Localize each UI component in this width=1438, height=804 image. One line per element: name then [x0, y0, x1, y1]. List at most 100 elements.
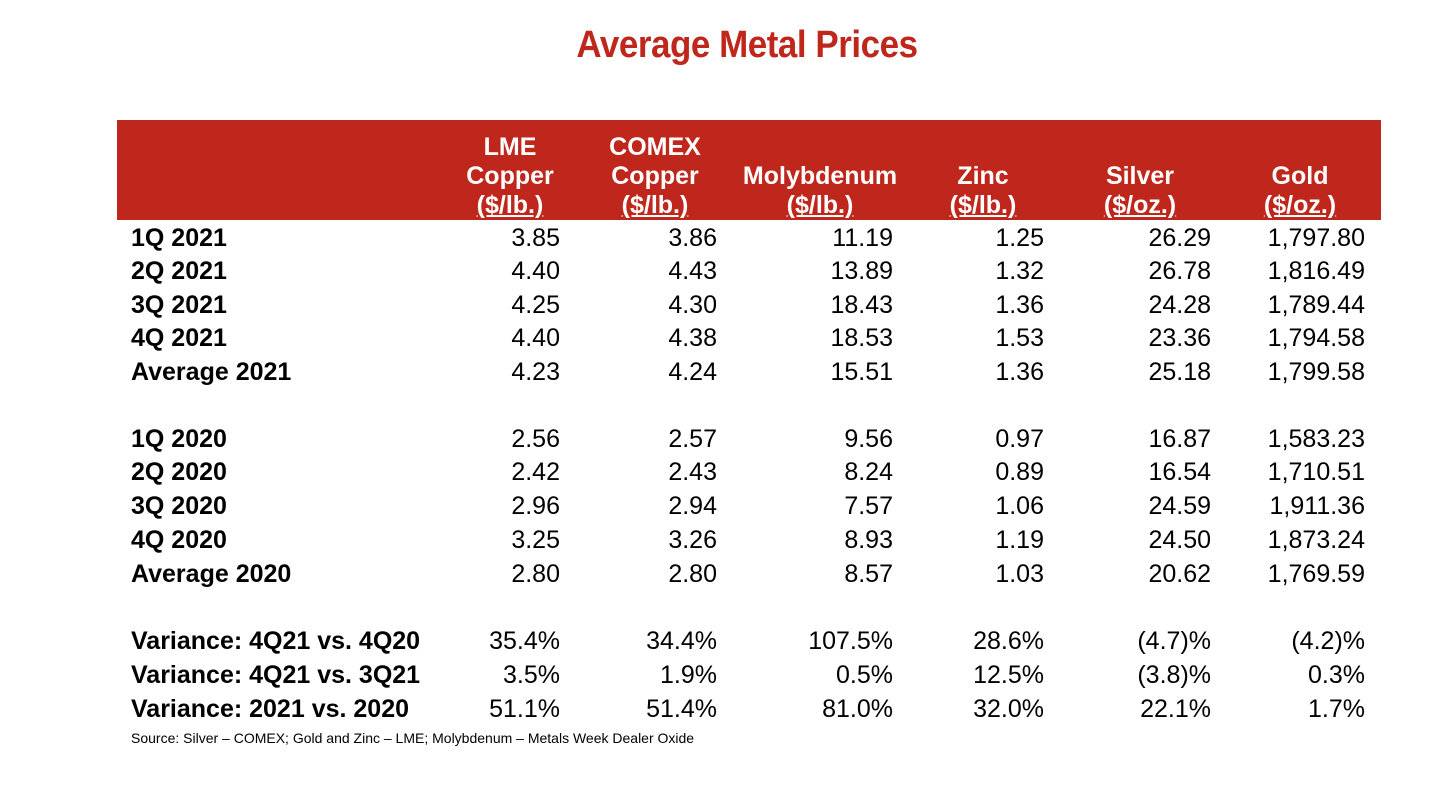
cell-silver: 24.59 — [1148, 492, 1211, 520]
table-row: 2Q 2021 4.40 4.43 13.89 1.32 26.78 1,816… — [0, 255, 1438, 288]
cell-lme-copper: 2.80 — [511, 560, 560, 588]
source-note: Source: Silver – COMEX; Gold and Zinc – … — [131, 730, 695, 746]
cell-molybdenum: 107.5% — [808, 627, 893, 655]
cell-zinc: 1.06 — [995, 492, 1044, 520]
cell-gold: 1,794.58 — [1267, 324, 1365, 352]
cell-zinc: 1.03 — [995, 560, 1044, 588]
cell-gold: 1,797.80 — [1267, 224, 1365, 252]
table-header-band — [117, 120, 1381, 220]
cell-zinc: 1.19 — [995, 526, 1044, 554]
header-line1: LME — [483, 133, 537, 161]
header-silver: Silver ($/oz.) — [1080, 120, 1200, 220]
cell-molybdenum: 81.0% — [822, 695, 893, 723]
cell-zinc: 1.25 — [995, 224, 1044, 252]
header-unit: ($/oz.) — [1103, 191, 1177, 219]
cell-gold: 1,710.51 — [1267, 458, 1365, 486]
row-label: 4Q 2021 — [131, 324, 227, 352]
cell-zinc: 28.6% — [973, 627, 1044, 655]
cell-comex-copper: 34.4% — [646, 627, 717, 655]
table-row: 4Q 2020 3.25 3.26 8.93 1.19 24.50 1,873.… — [0, 524, 1438, 557]
cell-comex-copper: 2.57 — [668, 425, 717, 453]
cell-molybdenum: 7.57 — [844, 492, 893, 520]
table-row: Average 2021 4.23 4.24 15.51 1.36 25.18 … — [0, 356, 1438, 389]
cell-gold: 1,873.24 — [1267, 526, 1365, 554]
cell-molybdenum: 8.57 — [844, 560, 893, 588]
cell-gold: (4.2)% — [1291, 627, 1365, 655]
page-title: Average Metal Prices — [576, 24, 918, 66]
cell-lme-copper: 4.25 — [511, 291, 560, 319]
cell-zinc: 1.53 — [995, 324, 1044, 352]
table-row: 4Q 2021 4.40 4.38 18.53 1.53 23.36 1,794… — [0, 322, 1438, 355]
cell-comex-copper: 4.43 — [668, 257, 717, 285]
cell-gold: 1,799.58 — [1267, 358, 1365, 386]
cell-molybdenum: 8.93 — [844, 526, 893, 554]
cell-zinc: 1.36 — [995, 358, 1044, 386]
cell-molybdenum: 0.5% — [836, 661, 893, 689]
header-comex-copper: COMEX Copper ($/lb.) — [590, 120, 720, 220]
header-unit: ($/oz.) — [1263, 191, 1337, 219]
cell-comex-copper: 2.43 — [668, 458, 717, 486]
header-unit: ($/lb.) — [621, 191, 689, 219]
row-label: 4Q 2020 — [131, 526, 227, 554]
cell-lme-copper: 4.40 — [511, 257, 560, 285]
cell-molybdenum: 8.24 — [844, 458, 893, 486]
cell-gold: 1,911.36 — [1269, 492, 1365, 520]
cell-molybdenum: 18.53 — [830, 324, 893, 352]
cell-lme-copper: 4.40 — [511, 324, 560, 352]
cell-zinc: 0.89 — [995, 458, 1044, 486]
cell-comex-copper: 4.30 — [668, 291, 717, 319]
header-line2: Copper — [611, 162, 699, 190]
cell-silver: 26.78 — [1148, 257, 1211, 285]
header-zinc: Zinc ($/lb.) — [928, 120, 1038, 220]
cell-silver: 25.18 — [1148, 358, 1211, 386]
row-label: 1Q 2021 — [131, 224, 227, 252]
cell-lme-copper: 4.23 — [511, 358, 560, 386]
cell-gold: 1.7% — [1308, 695, 1365, 723]
row-label: 3Q 2021 — [131, 291, 227, 319]
header-line2: Molybdenum — [742, 162, 898, 190]
cell-comex-copper: 2.94 — [668, 492, 717, 520]
cell-comex-copper: 3.86 — [668, 224, 717, 252]
cell-silver: 23.36 — [1148, 324, 1211, 352]
cell-gold: 0.3% — [1308, 661, 1365, 689]
table-row: Variance: 4Q21 vs. 3Q21 3.5% 1.9% 0.5% 1… — [0, 659, 1438, 692]
table-row: 2Q 2020 2.42 2.43 8.24 0.89 16.54 1,710.… — [0, 456, 1438, 489]
table-row: Variance: 2021 vs. 2020 51.1% 51.4% 81.0… — [0, 693, 1438, 726]
header-line1: COMEX — [609, 133, 701, 161]
cell-silver: 24.50 — [1148, 526, 1211, 554]
row-label: Variance: 4Q21 vs. 3Q21 — [131, 661, 421, 689]
header-line2: Copper — [466, 162, 554, 190]
row-label: Variance: 4Q21 vs. 4Q20 — [131, 627, 421, 655]
cell-zinc: 12.5% — [973, 661, 1044, 689]
cell-molybdenum: 18.43 — [830, 291, 893, 319]
header-unit: ($/lb.) — [786, 191, 854, 219]
row-label: 2Q 2021 — [131, 257, 227, 285]
cell-zinc: 0.97 — [995, 425, 1044, 453]
header-gold: Gold ($/oz.) — [1240, 120, 1360, 220]
header-line2: Zinc — [957, 162, 1009, 190]
table-row: Average 2020 2.80 2.80 8.57 1.03 20.62 1… — [0, 558, 1438, 591]
cell-comex-copper: 1.9% — [660, 661, 717, 689]
table-row: 3Q 2021 4.25 4.30 18.43 1.36 24.28 1,789… — [0, 289, 1438, 322]
cell-comex-copper: 4.38 — [668, 324, 717, 352]
header-line2: Gold — [1271, 162, 1329, 190]
cell-molybdenum: 13.89 — [830, 257, 893, 285]
cell-lme-copper: 51.1% — [489, 695, 560, 723]
cell-zinc: 1.32 — [995, 257, 1044, 285]
header-unit: ($/lb.) — [476, 191, 544, 219]
cell-gold: 1,789.44 — [1267, 291, 1365, 319]
header-unit: ($/lb.) — [949, 191, 1017, 219]
cell-silver: (3.8)% — [1137, 661, 1211, 689]
table-row: Variance: 4Q21 vs. 4Q20 35.4% 34.4% 107.… — [0, 625, 1438, 658]
cell-silver: 24.28 — [1148, 291, 1211, 319]
cell-zinc: 32.0% — [973, 695, 1044, 723]
cell-lme-copper: 3.25 — [511, 526, 560, 554]
row-label: Average 2021 — [131, 358, 292, 386]
cell-silver: 16.54 — [1148, 458, 1211, 486]
cell-lme-copper: 2.96 — [511, 492, 560, 520]
cell-lme-copper: 2.42 — [511, 458, 560, 486]
table-row: 1Q 2020 2.56 2.57 9.56 0.97 16.87 1,583.… — [0, 423, 1438, 456]
cell-lme-copper: 35.4% — [489, 627, 560, 655]
cell-silver: (4.7)% — [1137, 627, 1211, 655]
header-lme-copper: LME Copper ($/lb.) — [445, 120, 575, 220]
